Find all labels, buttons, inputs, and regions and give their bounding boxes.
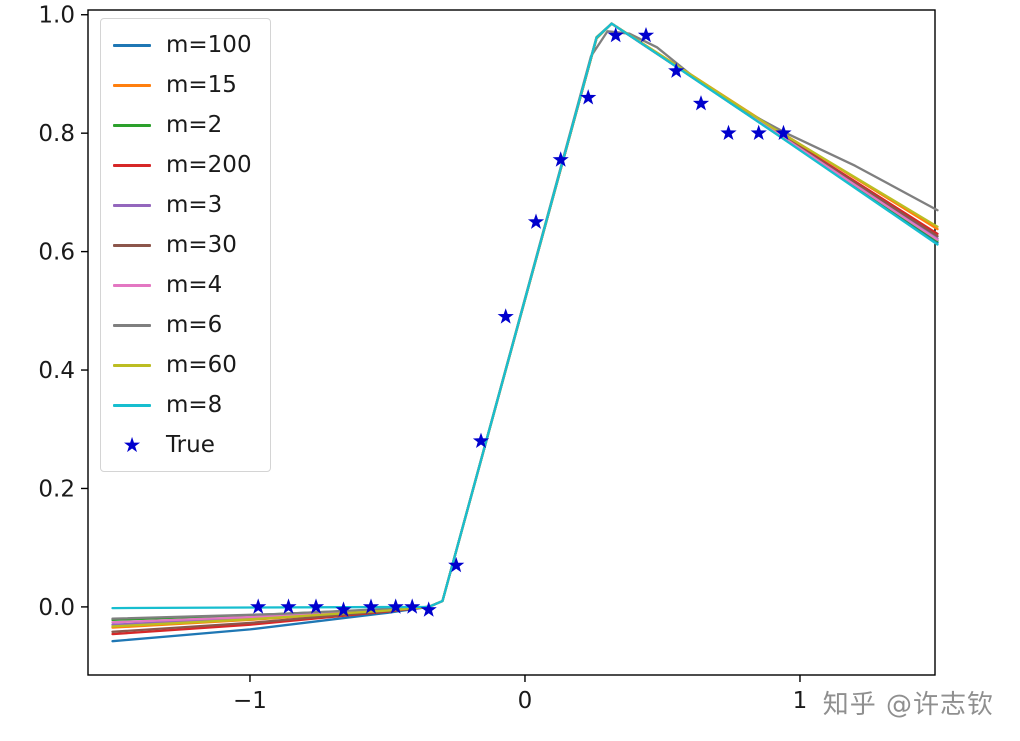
true-data-point — [280, 598, 297, 614]
legend-item-true: ★ True — [113, 425, 252, 465]
y-tick-label: 0.0 — [38, 595, 75, 621]
legend: m=100 m=15 m=2 m=200 m=3 m=30 m=4 m=6 m=60 m=8 ★ Tr… — [100, 18, 271, 472]
legend-item-m=15: m=15 — [113, 65, 252, 105]
x-tick-label: 0 — [518, 688, 533, 714]
legend-line-swatch — [113, 323, 151, 327]
legend-line-swatch — [113, 123, 151, 127]
true-data-point — [580, 89, 597, 105]
true-data-point — [472, 432, 490, 448]
series-line-m=8 — [111, 22, 939, 610]
y-tick-label: 0.4 — [38, 358, 75, 384]
legend-label: m=8 — [166, 392, 223, 418]
true-data-point — [448, 556, 465, 573]
true-data-point — [527, 213, 545, 229]
legend-label: m=6 — [166, 312, 223, 338]
true-data-point — [250, 598, 267, 614]
legend-item-m=3: m=3 — [113, 185, 252, 225]
true-data-point — [720, 124, 737, 140]
true-data-point — [420, 601, 437, 617]
x-tick-label: −1 — [233, 688, 267, 714]
true-data-point — [404, 598, 421, 614]
legend-item-m=6: m=6 — [113, 305, 252, 345]
legend-label: m=3 — [166, 192, 223, 218]
watermark-text: 知乎 @许志钦 — [822, 690, 994, 720]
legend-label: True — [166, 432, 215, 458]
legend-item-m=4: m=4 — [113, 265, 252, 305]
legend-line-swatch — [113, 243, 151, 247]
legend-label: m=60 — [166, 352, 237, 378]
true-data-point — [750, 124, 767, 140]
legend-line-swatch — [113, 363, 151, 367]
legend-item-m=200: m=200 — [113, 145, 252, 185]
true-data-point — [692, 95, 710, 111]
true-data-point — [607, 27, 624, 43]
y-tick-label: 0.6 — [38, 240, 75, 266]
legend-line-swatch — [113, 203, 151, 207]
y-tick-label: 1.0 — [38, 3, 75, 29]
true-data-point — [775, 124, 792, 140]
legend-line-swatch — [113, 283, 151, 287]
legend-item-m=8: m=8 — [113, 385, 252, 425]
true-data-point — [637, 27, 655, 43]
x-tick-label: 1 — [793, 688, 808, 714]
legend-item-m=30: m=30 — [113, 225, 252, 265]
true-data-point — [497, 308, 514, 324]
true-data-point — [552, 151, 569, 167]
legend-line-swatch — [113, 163, 151, 167]
legend-line-swatch — [113, 83, 151, 87]
legend-label: m=100 — [166, 32, 252, 58]
y-tick-label: 0.2 — [38, 476, 75, 502]
true-data-point — [307, 598, 325, 614]
legend-label: m=15 — [166, 72, 237, 98]
true-data-point — [335, 601, 352, 617]
legend-label: m=30 — [166, 232, 237, 258]
y-tick-label: 0.8 — [38, 121, 75, 147]
star-marker-icon: ★ — [122, 432, 142, 457]
true-data-point — [387, 598, 404, 614]
legend-item-m=100: m=100 — [113, 25, 252, 65]
true-data-point — [668, 62, 685, 78]
legend-label: m=200 — [166, 152, 252, 178]
legend-item-m=2: m=2 — [113, 105, 252, 145]
legend-line-swatch — [113, 403, 151, 407]
legend-line-swatch — [113, 43, 151, 47]
legend-label: m=4 — [166, 272, 223, 298]
true-data-point — [362, 598, 380, 614]
legend-label: m=2 — [166, 112, 223, 138]
legend-item-m=60: m=60 — [113, 345, 252, 385]
